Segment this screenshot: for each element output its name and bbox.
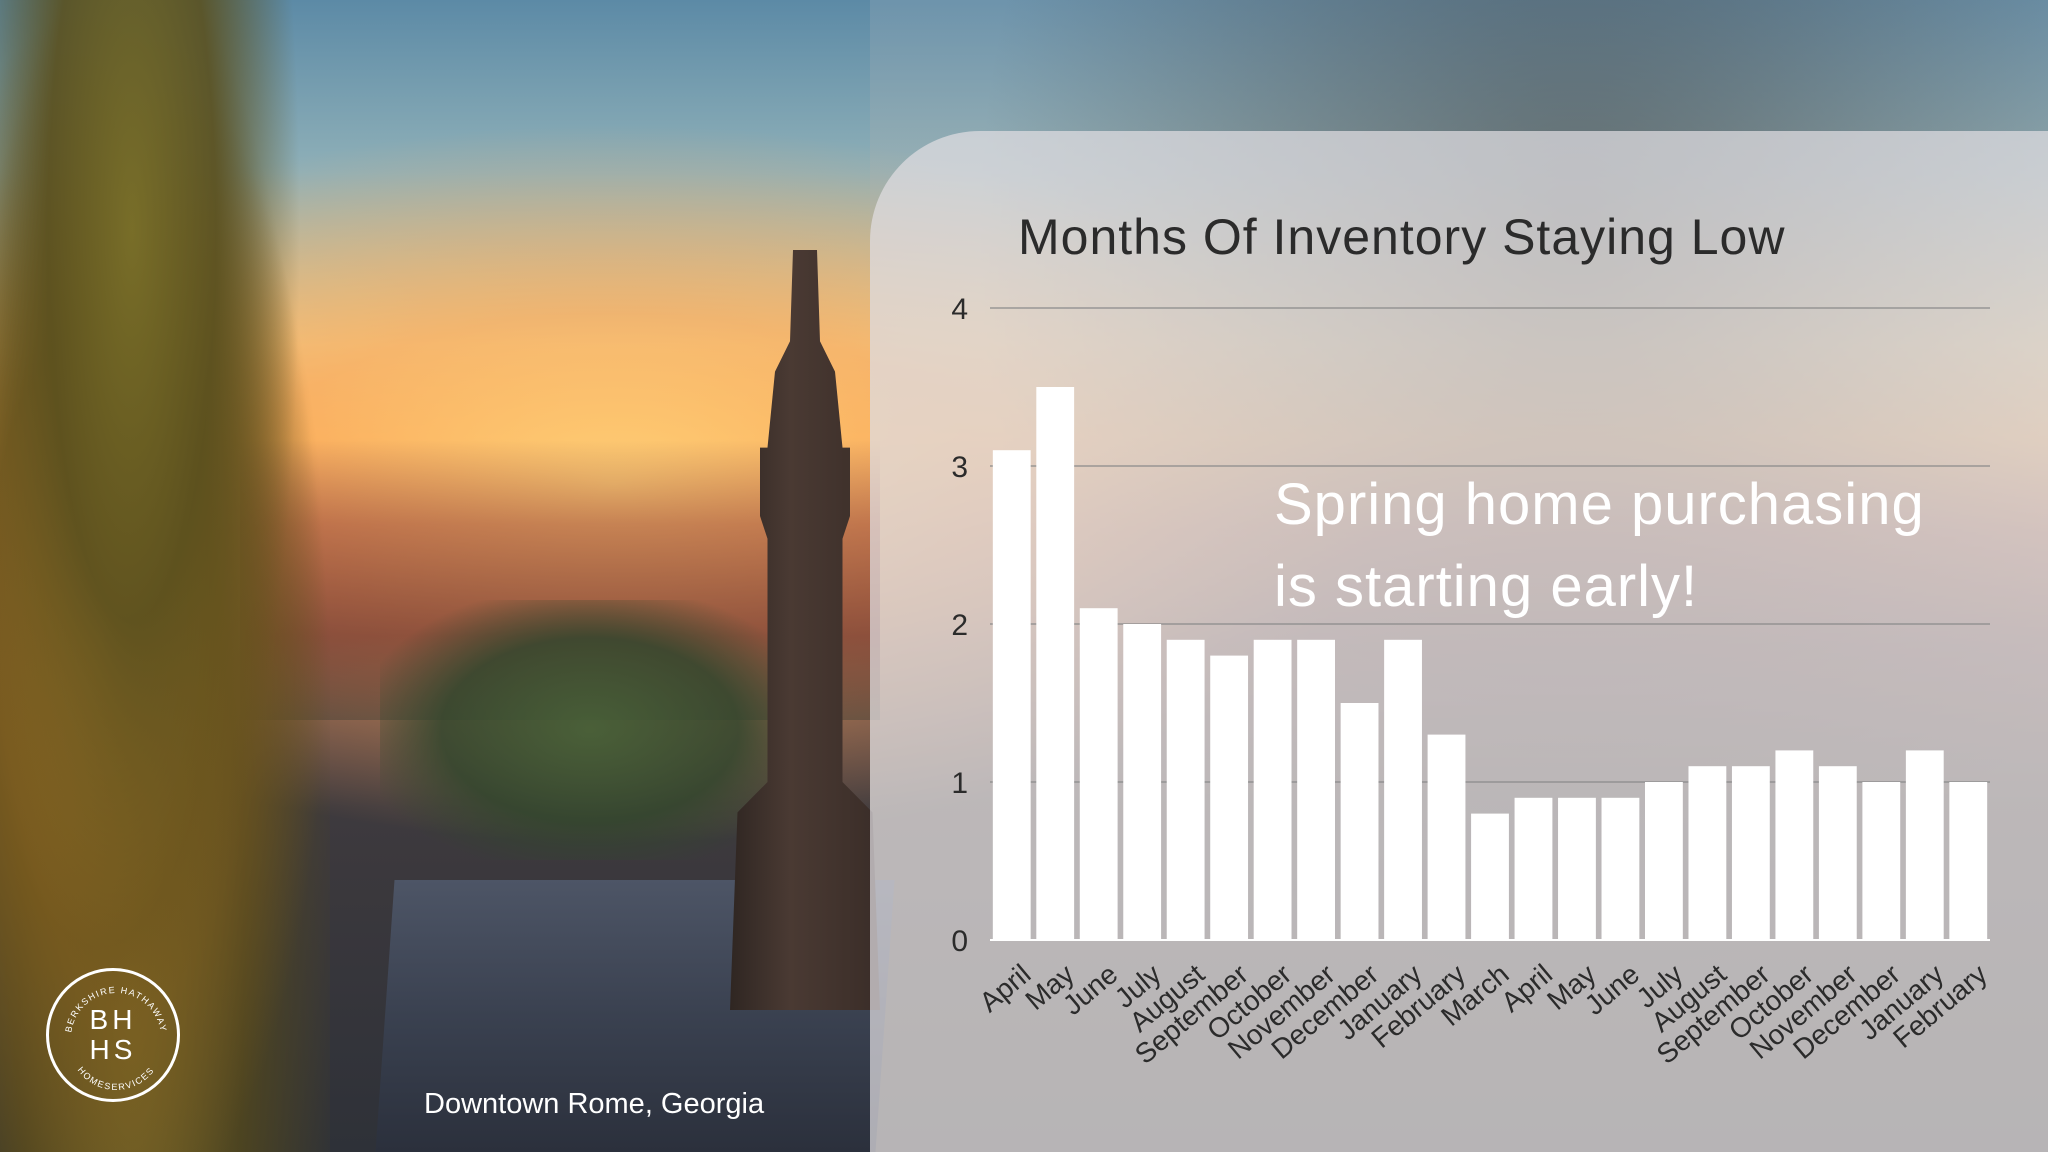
y-tick-label: 3 xyxy=(951,451,968,484)
bar-5 xyxy=(1166,639,1205,940)
bar-20 xyxy=(1818,766,1857,940)
logo-ring-text-bottom: HOMESERVICES xyxy=(76,1065,155,1092)
bar-15 xyxy=(1601,797,1640,940)
photo-caption: Downtown Rome, Georgia xyxy=(424,1088,765,1120)
bar-8 xyxy=(1297,639,1335,940)
logo-letters-bottom: HS xyxy=(89,1034,137,1065)
bar-23 xyxy=(1949,782,1988,940)
bar-10 xyxy=(1384,639,1422,940)
bar-22 xyxy=(1905,750,1944,940)
bar-14 xyxy=(1558,797,1596,940)
callout-line-1: Spring home purchasing xyxy=(1274,472,1925,537)
y-tick-label: 4 xyxy=(951,293,968,326)
y-tick-label: 1 xyxy=(951,767,968,800)
callout-line-2: is starting early! xyxy=(1274,554,1699,619)
bar-9 xyxy=(1340,703,1379,940)
logo-monogram: BH HS xyxy=(90,1005,137,1065)
bar-2 xyxy=(1036,387,1075,940)
bar-12 xyxy=(1471,813,1509,940)
chart-title: Months Of Inventory Staying Low xyxy=(1018,209,1786,265)
bar-21 xyxy=(1862,782,1901,940)
bar-6 xyxy=(1210,655,1249,940)
bhhs-logo: BERKSHIRE HATHAWAY HOMESERVICES BH HS xyxy=(46,968,180,1102)
bar-1 xyxy=(992,450,1031,940)
y-tick-label: 0 xyxy=(951,925,968,958)
background-hill-trees xyxy=(380,600,800,860)
svg-text:HOMESERVICES: HOMESERVICES xyxy=(76,1065,157,1092)
bar-3 xyxy=(1079,608,1118,940)
bar-13 xyxy=(1514,797,1553,940)
bar-16 xyxy=(1645,782,1683,940)
logo-letters-top: BH xyxy=(89,1004,137,1035)
bar-7 xyxy=(1253,639,1292,940)
callout-text: Spring home purchasing is starting early… xyxy=(1274,464,2014,628)
bar-4 xyxy=(1123,624,1162,940)
logo-ring: BERKSHIRE HATHAWAY HOMESERVICES xyxy=(63,985,167,1092)
bar-17 xyxy=(1688,766,1727,940)
bar-11 xyxy=(1427,734,1466,940)
y-tick-label: 2 xyxy=(951,609,968,642)
bar-19 xyxy=(1775,750,1814,940)
bar-18 xyxy=(1731,766,1770,940)
background-trees-left xyxy=(0,0,330,1152)
